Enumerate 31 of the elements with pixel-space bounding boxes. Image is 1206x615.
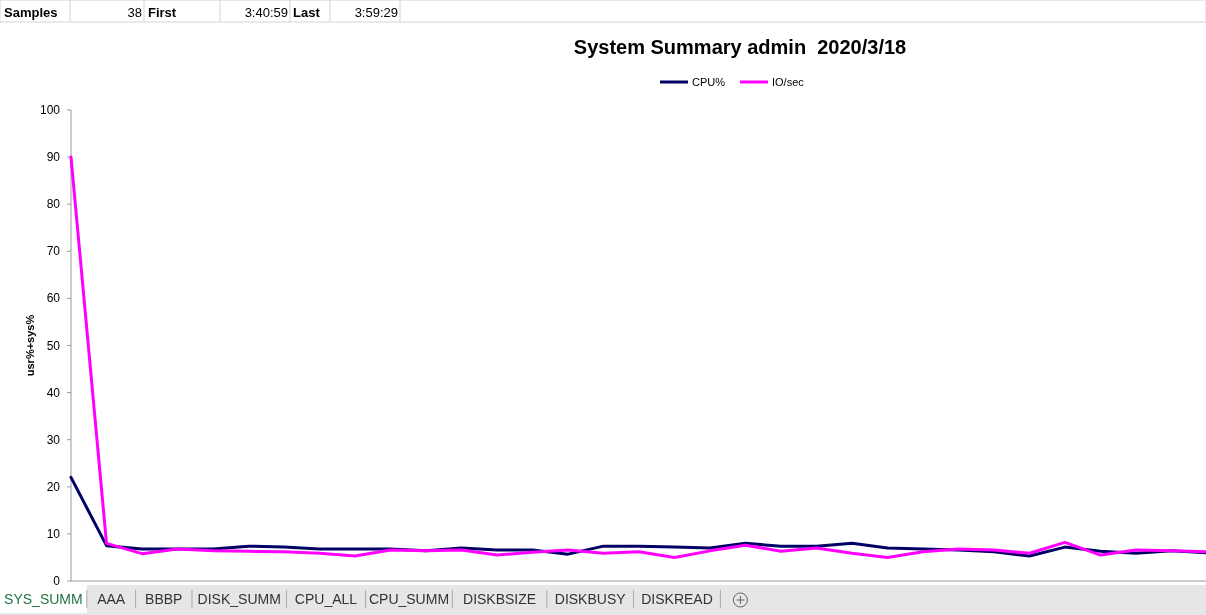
y-axis-title: usr%+sys% <box>24 314 36 377</box>
y-tick-label: 0 <box>53 574 61 588</box>
y-tick-label: 50 <box>46 338 61 353</box>
y-tick-label: 10 <box>46 526 61 541</box>
text: 3:40:59 <box>244 5 288 20</box>
y-tick-label: 70 <box>46 244 61 259</box>
text: DISKREAD <box>641 591 713 607</box>
text: BBBP <box>145 591 183 607</box>
text: AAA <box>97 591 126 607</box>
y-tick-label: 40 <box>46 385 61 400</box>
y-tick-label: 30 <box>46 432 61 447</box>
y-tick-label: 20 <box>46 479 61 494</box>
text: 3:59:29 <box>354 5 398 20</box>
text: CPU_ALL <box>294 591 358 607</box>
y-tick-label: 90 <box>46 150 61 165</box>
y-tick-label: 60 <box>46 291 61 306</box>
text: DISK_SUMM <box>197 591 281 607</box>
text: 38 <box>127 5 142 20</box>
text: Last <box>293 5 321 20</box>
legend-label: IO/sec <box>772 76 805 88</box>
line-series <box>69 155 1206 559</box>
text: CPU_SUMM <box>368 591 450 607</box>
chart-title: System Summary admin 2020/3/18 <box>573 36 907 58</box>
text: DISKBSIZE <box>463 591 537 607</box>
legend-label: CPU% <box>692 76 726 88</box>
y-tick-label: 100 <box>39 103 61 117</box>
text: First <box>148 5 177 20</box>
text: Samples <box>4 5 58 20</box>
y-tick-label: 80 <box>46 197 61 212</box>
text: SYS_SUMM <box>4 591 83 607</box>
text: DISKBUSY <box>554 591 627 607</box>
